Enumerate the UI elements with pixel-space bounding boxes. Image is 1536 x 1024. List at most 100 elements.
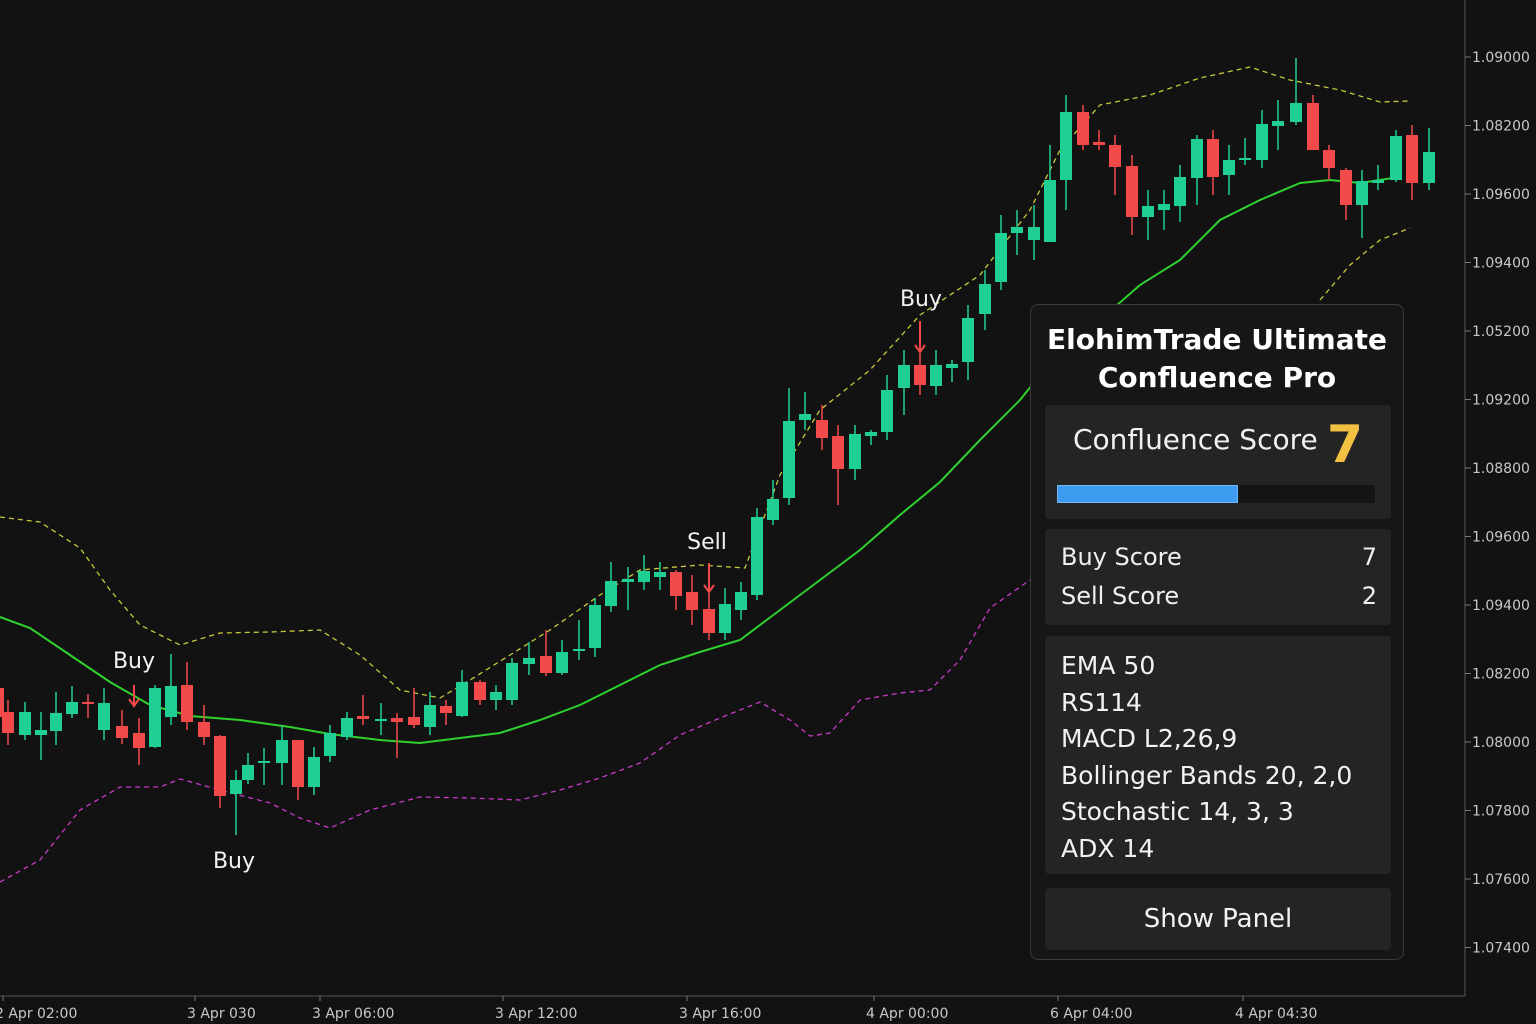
candle-body	[962, 318, 974, 362]
candle-body	[242, 765, 254, 780]
candle-down	[686, 575, 698, 625]
price-label: 1.05200	[1472, 324, 1530, 340]
candle-body	[181, 685, 193, 722]
candle-up	[767, 480, 779, 525]
time-label: 3 Apr 16:00	[679, 1006, 761, 1022]
candle-up	[1174, 165, 1186, 222]
candle-body	[719, 604, 731, 633]
signal-label: Sell	[687, 530, 727, 555]
candle-down	[1340, 168, 1352, 220]
candle-body	[1223, 160, 1235, 175]
candle-body	[816, 420, 828, 438]
price-label: 1.09200	[1472, 393, 1530, 409]
candle-body	[1093, 142, 1105, 145]
candle-body	[456, 682, 468, 716]
candle-up	[98, 688, 110, 740]
candle-body	[1356, 181, 1368, 205]
candle-down	[357, 695, 369, 725]
candle-up	[719, 588, 731, 640]
candle-body	[670, 572, 682, 596]
indicator-item: MACD L2,26,9	[1061, 724, 1238, 754]
candle-down	[1323, 145, 1335, 180]
confluence-panel: ElohimTrade Ultimate Confluence Pro Conf…	[1030, 304, 1404, 960]
candle-body	[1406, 135, 1418, 183]
candle-down	[133, 718, 145, 765]
candle-up	[995, 215, 1007, 290]
candle-body	[783, 421, 795, 498]
indicator-item: Stochastic 14, 3, 3	[1061, 797, 1294, 827]
candle-body	[881, 390, 893, 432]
candle-up	[881, 375, 893, 440]
candle-body	[605, 581, 617, 606]
candle-up	[276, 725, 288, 785]
candle-body	[0, 688, 4, 717]
candle-up	[1290, 58, 1302, 125]
signal-sell: Sell	[687, 530, 727, 594]
candle-up	[35, 712, 47, 760]
price-label: 1.08200	[1472, 667, 1530, 683]
candle-down	[181, 662, 193, 730]
candle-body	[914, 365, 926, 385]
candlestick-series	[0, 58, 1435, 835]
candle-up	[962, 305, 974, 380]
candle-up	[375, 703, 387, 735]
candle-down	[1126, 155, 1138, 235]
candle-up	[523, 642, 535, 675]
candle-up	[341, 712, 353, 740]
candle-body	[946, 364, 958, 368]
candle-up	[165, 654, 177, 725]
show-panel-button[interactable]: Show Panel	[1045, 888, 1391, 950]
candle-body	[556, 652, 568, 673]
sell-score-value: 2	[1361, 582, 1377, 610]
panel-title: ElohimTrade Ultimate Confluence Pro	[1031, 321, 1403, 397]
signal-buy: Buy	[113, 649, 155, 708]
bollinger-lower-right-polyline	[1319, 227, 1411, 301]
candle-body	[832, 436, 844, 469]
candle-up	[258, 748, 270, 785]
price-label: 1.09600	[1472, 187, 1530, 203]
candle-body	[979, 284, 991, 314]
signal-arrow-head-icon	[703, 584, 715, 594]
bollinger-lower-band	[0, 579, 1031, 883]
time-label: 3 Apr 12:00	[495, 1006, 577, 1022]
candle-body	[865, 432, 877, 436]
candle-up	[1223, 145, 1235, 195]
candle-body	[66, 702, 78, 714]
confluence-score-box: Confluence Score 7	[1045, 405, 1391, 519]
candle-body	[149, 688, 161, 747]
candle-up	[50, 692, 62, 745]
candle-body	[638, 571, 650, 582]
signal-markers: Buy Buy Sell Buy	[113, 287, 942, 874]
candle-up	[1256, 110, 1268, 168]
candle-body	[198, 722, 210, 737]
price-label: 1.09400	[1472, 598, 1530, 614]
candle-up	[1011, 210, 1023, 255]
candle-body	[1256, 124, 1268, 160]
candle-body	[703, 609, 715, 633]
candle-body	[165, 686, 177, 717]
signal-arrow-head-icon	[914, 344, 926, 354]
candle-body	[292, 740, 304, 787]
candle-down	[1109, 135, 1121, 195]
candle-body	[375, 719, 387, 721]
candle-up	[799, 392, 811, 430]
candle-body	[324, 733, 336, 756]
time-label: 4 Apr 00:00	[866, 1006, 948, 1022]
time-label: 2 Apr 02:00	[0, 1006, 77, 1022]
candle-body	[440, 706, 452, 713]
indicator-item: RS114	[1061, 687, 1142, 717]
candle-down	[116, 710, 128, 744]
candle-up	[324, 725, 336, 762]
candle-up	[1356, 170, 1368, 238]
candle-body	[98, 703, 110, 730]
indicator-list: EMA 50 RS114 MACD L2,26,9 Bollinger Band…	[1045, 636, 1391, 868]
signal-arrow-head-icon	[128, 698, 140, 708]
candle-body	[2, 712, 14, 733]
candle-down	[670, 570, 682, 610]
candle-body	[622, 579, 634, 582]
buy-sell-score-box: Buy Score 7 Sell Score 2	[1045, 529, 1391, 625]
sell-score-label: Sell Score	[1061, 582, 1180, 610]
candle-down	[82, 694, 94, 718]
